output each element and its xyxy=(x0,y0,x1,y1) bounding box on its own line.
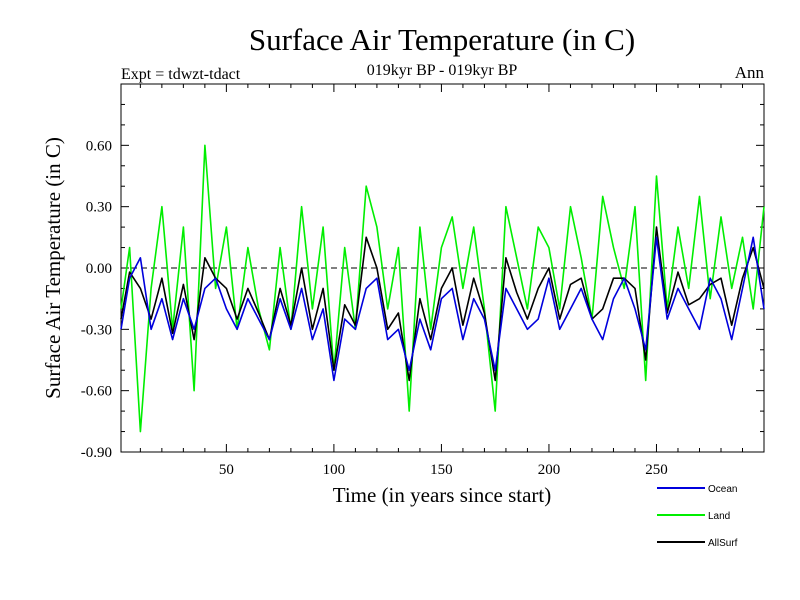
x-tick-label: 50 xyxy=(219,462,234,478)
legend: Ocean Land AllSurf xyxy=(657,484,738,549)
legend-label-allsurf: AllSurf xyxy=(708,538,738,549)
x-tick-label: 250 xyxy=(645,462,668,478)
chart-title: Surface Air Temperature (in C) xyxy=(249,22,635,57)
series-line-allsurf xyxy=(120,226,765,382)
x-tick-label: 150 xyxy=(430,462,453,478)
y-tick-label: -0.30 xyxy=(81,322,112,338)
y-tick-label: 0.60 xyxy=(86,138,112,154)
chart-subtitle: 019kyr BP - 019kyr BP xyxy=(367,62,518,79)
legend-label-ocean: Ocean xyxy=(708,484,737,495)
series-line-ocean xyxy=(120,236,765,382)
series-layer xyxy=(120,144,765,433)
y-axis-label: Surface Air Temperature (in C) xyxy=(41,137,65,399)
series-line-land xyxy=(120,144,765,433)
season-label: Ann xyxy=(735,63,765,82)
y-tick-label: -0.90 xyxy=(81,445,112,461)
y-tick-label: 0.00 xyxy=(86,261,112,277)
axis-tick-labels: 50 100 150 200 250 -0.90 -0.60 -0.30 0.00 0.30 0.6… xyxy=(81,138,668,478)
x-tick-label: 200 xyxy=(538,462,561,478)
x-tick-label: 100 xyxy=(323,462,346,478)
experiment-label: Expt = tdwzt-tdact xyxy=(121,66,241,83)
y-tick-label: -0.60 xyxy=(81,384,112,400)
axis-ticks xyxy=(121,84,764,453)
legend-label-land: Land xyxy=(708,511,730,522)
x-axis-label: Time (in years since start) xyxy=(333,483,552,507)
y-tick-label: 0.30 xyxy=(86,200,112,216)
